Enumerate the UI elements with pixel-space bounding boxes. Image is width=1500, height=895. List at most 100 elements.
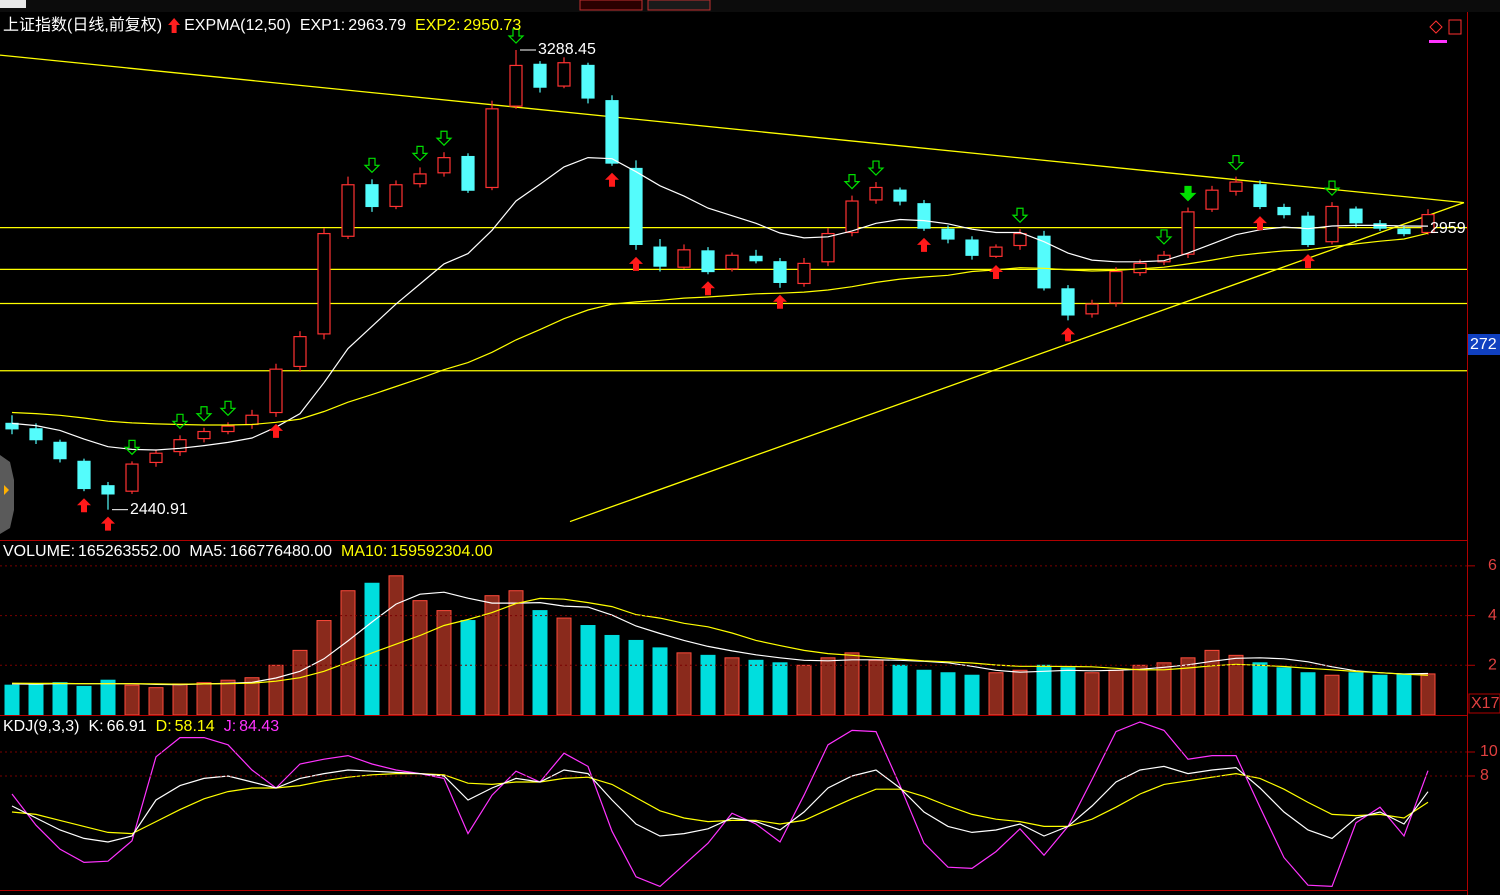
unit-box (1468, 693, 1500, 714)
volume-bar (1156, 662, 1172, 715)
candle-body (797, 262, 811, 285)
candle-body (1301, 215, 1315, 246)
candle-body (173, 439, 187, 453)
volume-bar (580, 625, 596, 715)
legend-name: EXP1: (300, 17, 345, 34)
legend-value: 165263552.00 (78, 543, 180, 560)
buy-signal (1253, 216, 1267, 231)
candle-body (413, 173, 427, 185)
sell-signal (123, 439, 141, 456)
volume-bar (1420, 673, 1436, 715)
candle-body (581, 64, 595, 99)
buy-signal (101, 516, 115, 531)
volume-bar (1108, 669, 1124, 715)
y-tick-label: 8 (1480, 767, 1489, 784)
indicator-line (11, 772, 1429, 835)
buy-signal (917, 237, 931, 252)
candle-body (725, 254, 739, 270)
candle-body (1397, 228, 1411, 235)
sell-signal (363, 157, 381, 174)
candle-body (1085, 303, 1099, 315)
indicator-line (11, 232, 1429, 426)
volume-bar (1228, 654, 1244, 715)
toolbar-tab[interactable] (0, 0, 26, 8)
tool-icon[interactable] (1448, 19, 1462, 35)
cursor-price-label: 272 (1470, 336, 1497, 353)
candle-body (1061, 288, 1075, 316)
volume-bar (796, 664, 812, 715)
side-tab[interactable] (0, 455, 14, 534)
candle-body (77, 460, 91, 490)
volume-bar (220, 679, 236, 715)
top-toolbar[interactable] (0, 0, 1500, 12)
cursor-price-box (1468, 334, 1500, 355)
volume-bar (532, 610, 548, 715)
volume-bar (892, 664, 908, 715)
volume-bar (772, 662, 788, 715)
candle-body (509, 64, 523, 107)
volume-bar (388, 575, 404, 715)
buy-signal (629, 256, 643, 271)
toolbar-tab[interactable] (579, 0, 643, 11)
volume-bar (1396, 673, 1412, 715)
volume-bar (1324, 674, 1340, 715)
volume-bar (652, 647, 668, 715)
volume-bar (676, 652, 692, 715)
unit-label: X17 (1471, 695, 1500, 712)
chart-title: KDJ(9,3,3) (3, 718, 79, 735)
volume-bar (1252, 662, 1268, 715)
legend-value: 58.14 (175, 718, 215, 735)
volume-bar (1276, 667, 1292, 715)
legend-value: 166776480.00 (230, 543, 332, 560)
candle-body (1277, 206, 1291, 216)
volume-bar (724, 657, 740, 715)
volume-bar (556, 617, 572, 715)
toolbar-tab[interactable] (647, 0, 711, 11)
volume-bar (28, 683, 44, 715)
buy-signal (605, 172, 619, 187)
sell-signal (219, 400, 237, 417)
trend-line (0, 54, 1465, 204)
sell-signal (195, 406, 213, 422)
tool-icon[interactable] (1429, 20, 1443, 34)
sell-signal (411, 145, 429, 162)
candle-body (1181, 211, 1195, 255)
volume-bar (1204, 649, 1220, 715)
volume-bar (748, 659, 764, 715)
candle-body (869, 186, 883, 201)
candle-body (965, 239, 979, 256)
candle-body (1421, 213, 1435, 234)
volume-bar (1180, 657, 1196, 715)
y-tick-label: 10 (1480, 743, 1498, 760)
candle-body (221, 425, 235, 433)
sell-signal (843, 174, 861, 190)
sell-signal (171, 413, 189, 430)
candle-body (317, 232, 331, 335)
candle-body (941, 228, 955, 240)
tool-icon[interactable] (1429, 40, 1447, 43)
candle-body (437, 157, 451, 174)
candle-body (485, 108, 499, 189)
legend-value: 159592304.00 (390, 543, 492, 560)
legend-name: MA10: (341, 543, 387, 560)
volume-bar (268, 664, 284, 715)
candle-body (533, 63, 547, 88)
candle-body (125, 463, 139, 492)
buy-signal (701, 281, 715, 296)
side-tab-arrow[interactable] (4, 485, 9, 495)
volume-bar (964, 674, 980, 715)
volume-bar (412, 600, 428, 715)
candle-body (701, 250, 715, 273)
buy-signal (77, 498, 91, 513)
candle-body (5, 422, 19, 430)
volume-bar (868, 659, 884, 715)
legend-value: 66.91 (107, 718, 147, 735)
volume-bar (76, 685, 92, 715)
chart-title: 上证指数(日线,前复权) (3, 16, 162, 34)
buy-signal (1301, 254, 1315, 269)
price-panel (0, 28, 1467, 531)
buy-signal (773, 294, 787, 309)
sell-signal (1179, 185, 1197, 202)
